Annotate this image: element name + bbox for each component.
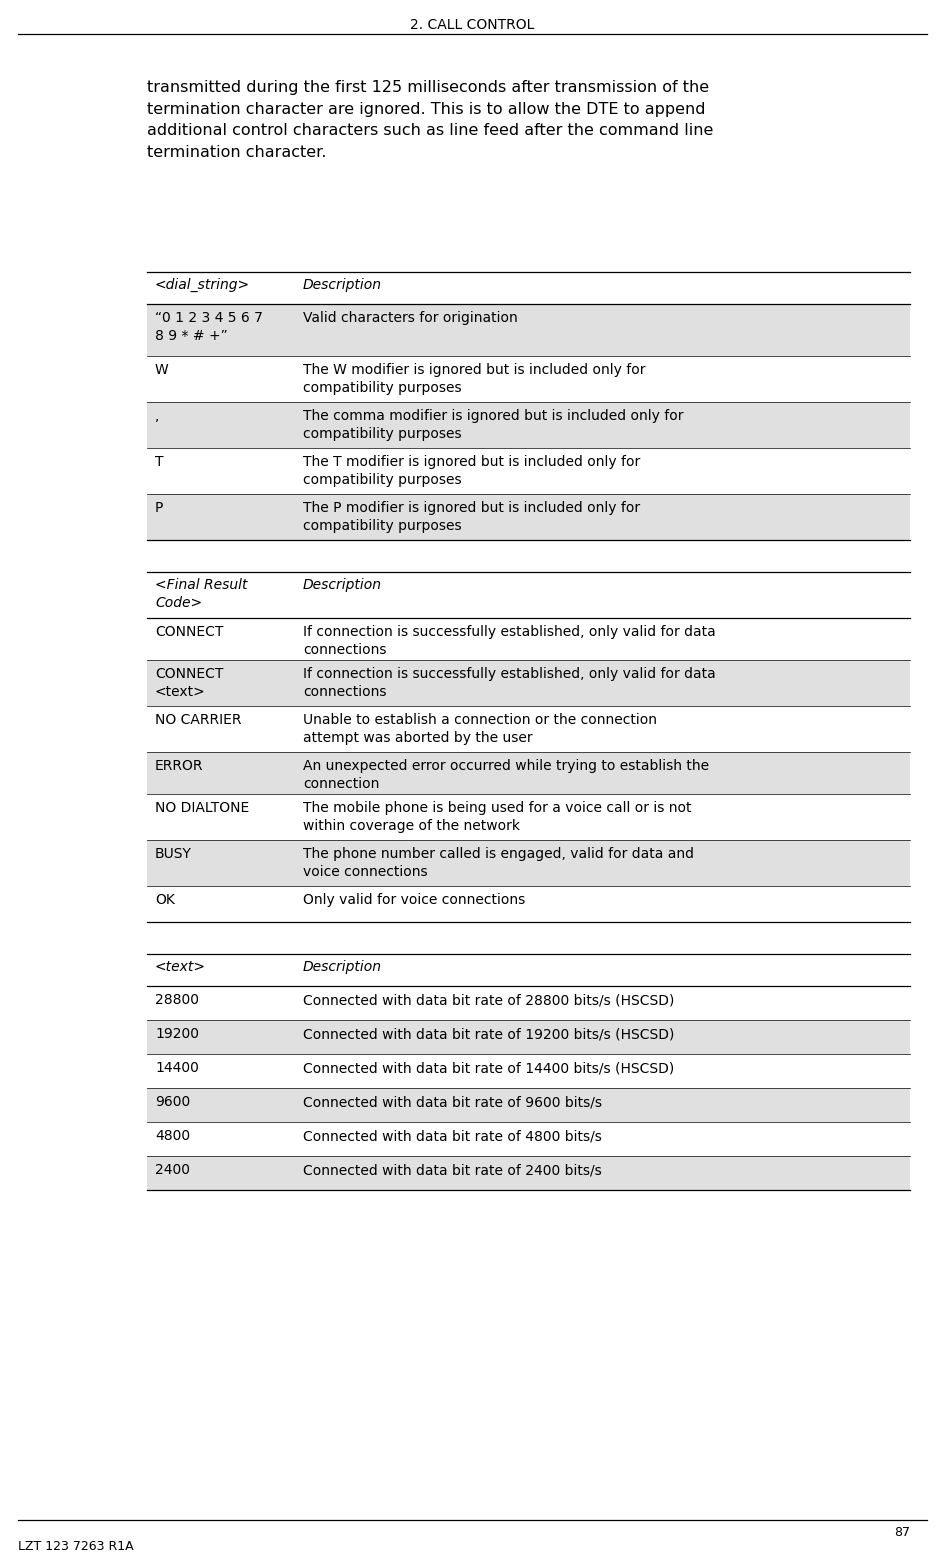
Text: 2400: 2400 <box>155 1164 190 1178</box>
Bar <box>147 1089 909 1122</box>
Bar <box>147 401 909 448</box>
Text: CONNECT: CONNECT <box>155 625 223 639</box>
Text: If connection is successfully established, only valid for data
connections: If connection is successfully establishe… <box>303 667 715 698</box>
Bar <box>147 751 909 793</box>
Text: Description: Description <box>303 278 381 292</box>
Text: 4800: 4800 <box>155 1129 190 1143</box>
Bar <box>147 661 909 706</box>
Text: The phone number called is engaged, valid for data and
voice connections: The phone number called is engaged, vali… <box>303 847 693 879</box>
Text: “0 1 2 3 4 5 6 7
8 9 * # +”: “0 1 2 3 4 5 6 7 8 9 * # +” <box>155 311 262 342</box>
Text: <text>: <text> <box>155 961 206 975</box>
Bar <box>147 840 909 886</box>
Text: OK: OK <box>155 893 175 908</box>
Text: LZT 123 7263 R1A: LZT 123 7263 R1A <box>18 1540 133 1553</box>
Text: Connected with data bit rate of 28800 bits/s (HSCSD): Connected with data bit rate of 28800 bi… <box>303 993 674 1007</box>
Text: Description: Description <box>303 578 381 592</box>
Text: 19200: 19200 <box>155 1026 199 1040</box>
Text: 87: 87 <box>893 1526 909 1539</box>
Text: 28800: 28800 <box>155 993 199 1007</box>
Text: Connected with data bit rate of 19200 bits/s (HSCSD): Connected with data bit rate of 19200 bi… <box>303 1026 674 1040</box>
Text: If connection is successfully established, only valid for data
connections: If connection is successfully establishe… <box>303 625 715 658</box>
Text: The T modifier is ignored but is included only for
compatibility purposes: The T modifier is ignored but is include… <box>303 455 640 487</box>
Text: The mobile phone is being used for a voice call or is not
within coverage of the: The mobile phone is being used for a voi… <box>303 801 691 833</box>
Text: Only valid for voice connections: Only valid for voice connections <box>303 893 525 908</box>
Text: BUSY: BUSY <box>155 847 192 861</box>
Text: ERROR: ERROR <box>155 759 203 773</box>
Text: transmitted during the first 125 milliseconds after transmission of the
terminat: transmitted during the first 125 millise… <box>147 80 713 159</box>
Text: Connected with data bit rate of 4800 bits/s: Connected with data bit rate of 4800 bit… <box>303 1129 601 1143</box>
Text: 14400: 14400 <box>155 1061 198 1075</box>
Text: The P modifier is ignored but is included only for
compatibility purposes: The P modifier is ignored but is include… <box>303 501 639 533</box>
Text: The comma modifier is ignored but is included only for
compatibility purposes: The comma modifier is ignored but is inc… <box>303 409 683 440</box>
Bar <box>147 305 909 356</box>
Bar <box>147 1020 909 1054</box>
Text: The W modifier is ignored but is included only for
compatibility purposes: The W modifier is ignored but is include… <box>303 362 645 395</box>
Text: ,: , <box>155 409 160 423</box>
Text: NO DIALTONE: NO DIALTONE <box>155 801 249 815</box>
Text: 2. CALL CONTROL: 2. CALL CONTROL <box>410 19 534 31</box>
Text: Unable to establish a connection or the connection
attempt was aborted by the us: Unable to establish a connection or the … <box>303 712 656 745</box>
Text: CONNECT
<text>: CONNECT <text> <box>155 667 223 698</box>
Text: NO CARRIER: NO CARRIER <box>155 712 242 726</box>
Text: W: W <box>155 362 169 376</box>
Text: 9600: 9600 <box>155 1095 190 1109</box>
Text: Connected with data bit rate of 2400 bits/s: Connected with data bit rate of 2400 bit… <box>303 1164 601 1178</box>
Bar <box>147 494 909 540</box>
Text: An unexpected error occurred while trying to establish the
connection: An unexpected error occurred while tryin… <box>303 759 708 790</box>
Text: Connected with data bit rate of 14400 bits/s (HSCSD): Connected with data bit rate of 14400 bi… <box>303 1061 673 1075</box>
Text: Valid characters for origination: Valid characters for origination <box>303 311 517 325</box>
Text: <Final Result
Code>: <Final Result Code> <box>155 578 247 609</box>
Text: <dial_string>: <dial_string> <box>155 278 250 292</box>
Text: Description: Description <box>303 961 381 975</box>
Bar <box>147 1156 909 1190</box>
Text: Connected with data bit rate of 9600 bits/s: Connected with data bit rate of 9600 bit… <box>303 1095 601 1109</box>
Text: P: P <box>155 501 163 515</box>
Text: T: T <box>155 455 163 469</box>
